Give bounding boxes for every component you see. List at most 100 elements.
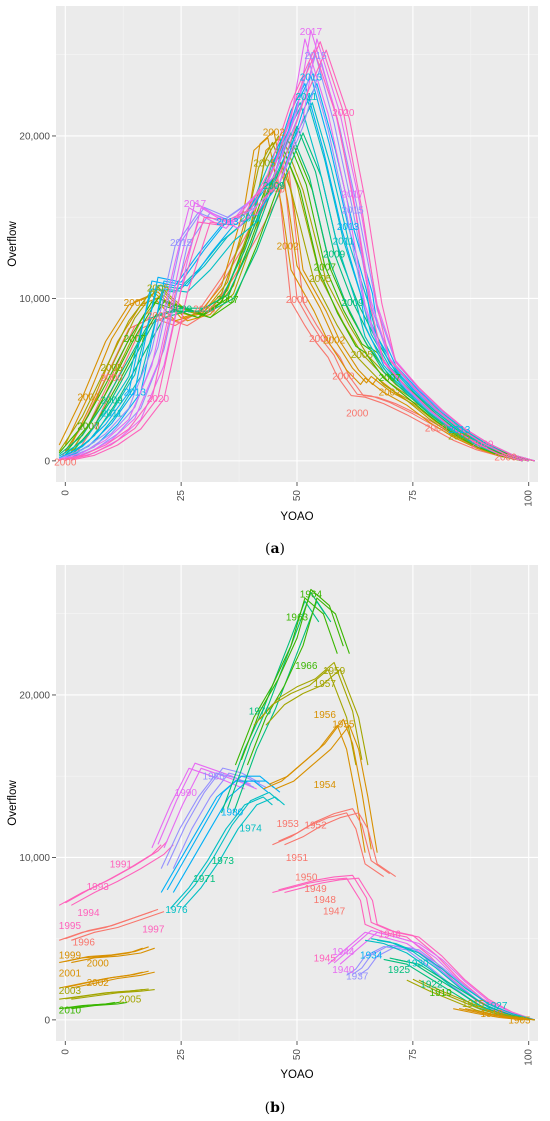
- year-label: 1927: [485, 1001, 508, 1012]
- year-label: 1947: [323, 907, 346, 918]
- year-label: 1957: [314, 679, 337, 690]
- chart-b: 2010 2005 2003 2002 2001 2000 1999 1996 1995 1993…: [7, 565, 538, 1116]
- x-tick-label: 75: [408, 490, 419, 502]
- year-label: 2011: [240, 214, 262, 225]
- series-line-2015: [71, 62, 535, 462]
- year-label: 1996: [73, 937, 96, 948]
- year-label: 1919: [430, 988, 453, 999]
- series-line-1905: [453, 1008, 523, 1021]
- year-label: 2005: [119, 994, 142, 1005]
- x-tick-label: 100: [524, 1049, 535, 1066]
- year-label: 2013: [300, 72, 323, 83]
- year-label: 2020: [332, 108, 355, 119]
- year-label: 1956: [314, 710, 337, 721]
- year-label: 1937: [346, 972, 369, 983]
- year-label: 2017: [300, 27, 323, 38]
- year-label: 2002: [77, 392, 100, 403]
- panel-caption: (b): [265, 1100, 286, 1116]
- series-line-1946: [284, 877, 535, 1021]
- x-tick-label: 0: [60, 490, 71, 496]
- year-label: 2009: [323, 249, 346, 260]
- series-line-2020: [71, 49, 535, 462]
- series-line-1986: [172, 772, 267, 869]
- series-line-1959: [265, 669, 369, 766]
- series-line-1970: [226, 592, 326, 809]
- x-tick-label: 100: [524, 490, 535, 507]
- year-label: 1946: [379, 929, 402, 940]
- series-line-2002: [64, 130, 529, 462]
- label-layer: 2010 2005 2003 2002 2001 2000 1999 1996 1995 1993…: [59, 590, 531, 1027]
- year-label: 1974: [240, 824, 263, 835]
- year-label: 2000: [77, 422, 100, 433]
- x-tick-label: 0: [60, 1049, 71, 1055]
- series-line-2010: [65, 1001, 121, 1010]
- year-label: 2000: [346, 409, 369, 420]
- series-line-1955: [268, 718, 372, 850]
- year-label: 2000: [54, 457, 77, 468]
- year-label: 2017: [341, 189, 364, 200]
- series-line-2005: [71, 989, 155, 1000]
- year-label: 2015: [170, 238, 193, 249]
- series-line-1905: [459, 1007, 529, 1021]
- year-label: 2000: [332, 371, 355, 382]
- series-line-1976: [170, 796, 273, 909]
- year-label: 1934: [360, 950, 383, 961]
- caption-open: (: [265, 541, 270, 557]
- year-label: 2001: [59, 968, 82, 979]
- year-label: 2013: [448, 425, 471, 436]
- year-label: 1970: [249, 707, 272, 718]
- x-tick-label: 50: [292, 490, 303, 502]
- year-label: 2015: [304, 51, 327, 62]
- year-label: 2002: [87, 978, 110, 989]
- label-layer: 2000 2000 2000 2000 2000 2000 2000 2000 2000 2000…: [54, 27, 517, 469]
- series-line-2011: [58, 102, 523, 462]
- series-line-2005: [58, 141, 523, 462]
- year-label: 1959: [323, 666, 346, 677]
- series-line-2002: [71, 971, 155, 989]
- x-tick-label: 25: [176, 490, 187, 502]
- year-label: 1930: [406, 959, 429, 970]
- year-label: 1940: [332, 965, 355, 976]
- year-label: 2000: [425, 423, 448, 434]
- y-axis-title: Overflow: [7, 780, 19, 826]
- series-line-1970: [220, 600, 320, 814]
- year-label: 1953: [277, 819, 300, 830]
- year-label: 2000: [193, 305, 216, 316]
- series-line-1994: [65, 840, 168, 904]
- series-line-1905: [465, 1008, 535, 1021]
- year-label: 2002: [263, 128, 286, 139]
- series-line-1986: [166, 767, 261, 866]
- grid-layer: [56, 565, 538, 1041]
- year-label: 2005: [309, 274, 332, 285]
- year-label: 1955: [332, 720, 355, 731]
- series-line-1964: [246, 597, 350, 766]
- year-label: 2002: [277, 241, 300, 252]
- year-label: 1966: [295, 661, 318, 672]
- y-tick-label: 0: [44, 1015, 50, 1026]
- series-line-1915: [412, 978, 529, 1021]
- series-line-1980: [172, 780, 281, 893]
- x-tick-label: 50: [292, 1049, 303, 1061]
- y-axis-title: Overflow: [7, 221, 19, 267]
- year-label: 1915: [462, 999, 485, 1010]
- series-line-1922: [395, 958, 535, 1021]
- y-tick-label: 20,000: [19, 690, 50, 701]
- year-label: 2011: [333, 236, 355, 247]
- series-line-1930: [377, 939, 535, 1021]
- year-label: 1997: [142, 924, 165, 935]
- series-line-1980: [166, 775, 275, 891]
- series-line-1950: [278, 808, 391, 875]
- year-label: 2000: [494, 453, 517, 464]
- series-line-2020: [59, 49, 523, 462]
- year-label: 2005: [351, 350, 374, 361]
- x-tick-label: 75: [408, 1049, 419, 1061]
- series-line-1964: [240, 588, 344, 761]
- year-label: 2000: [286, 295, 309, 306]
- year-label: 1990: [175, 788, 198, 799]
- year-label: 1999: [59, 950, 82, 961]
- year-label: 2005: [100, 363, 123, 374]
- year-label: 1948: [314, 895, 337, 906]
- year-label: 2000: [100, 373, 123, 384]
- year-label: 1952: [304, 820, 327, 831]
- chart-a: 2000 2000 2000 2000 2000 2000 2000 2000 2000 2000…: [7, 6, 538, 557]
